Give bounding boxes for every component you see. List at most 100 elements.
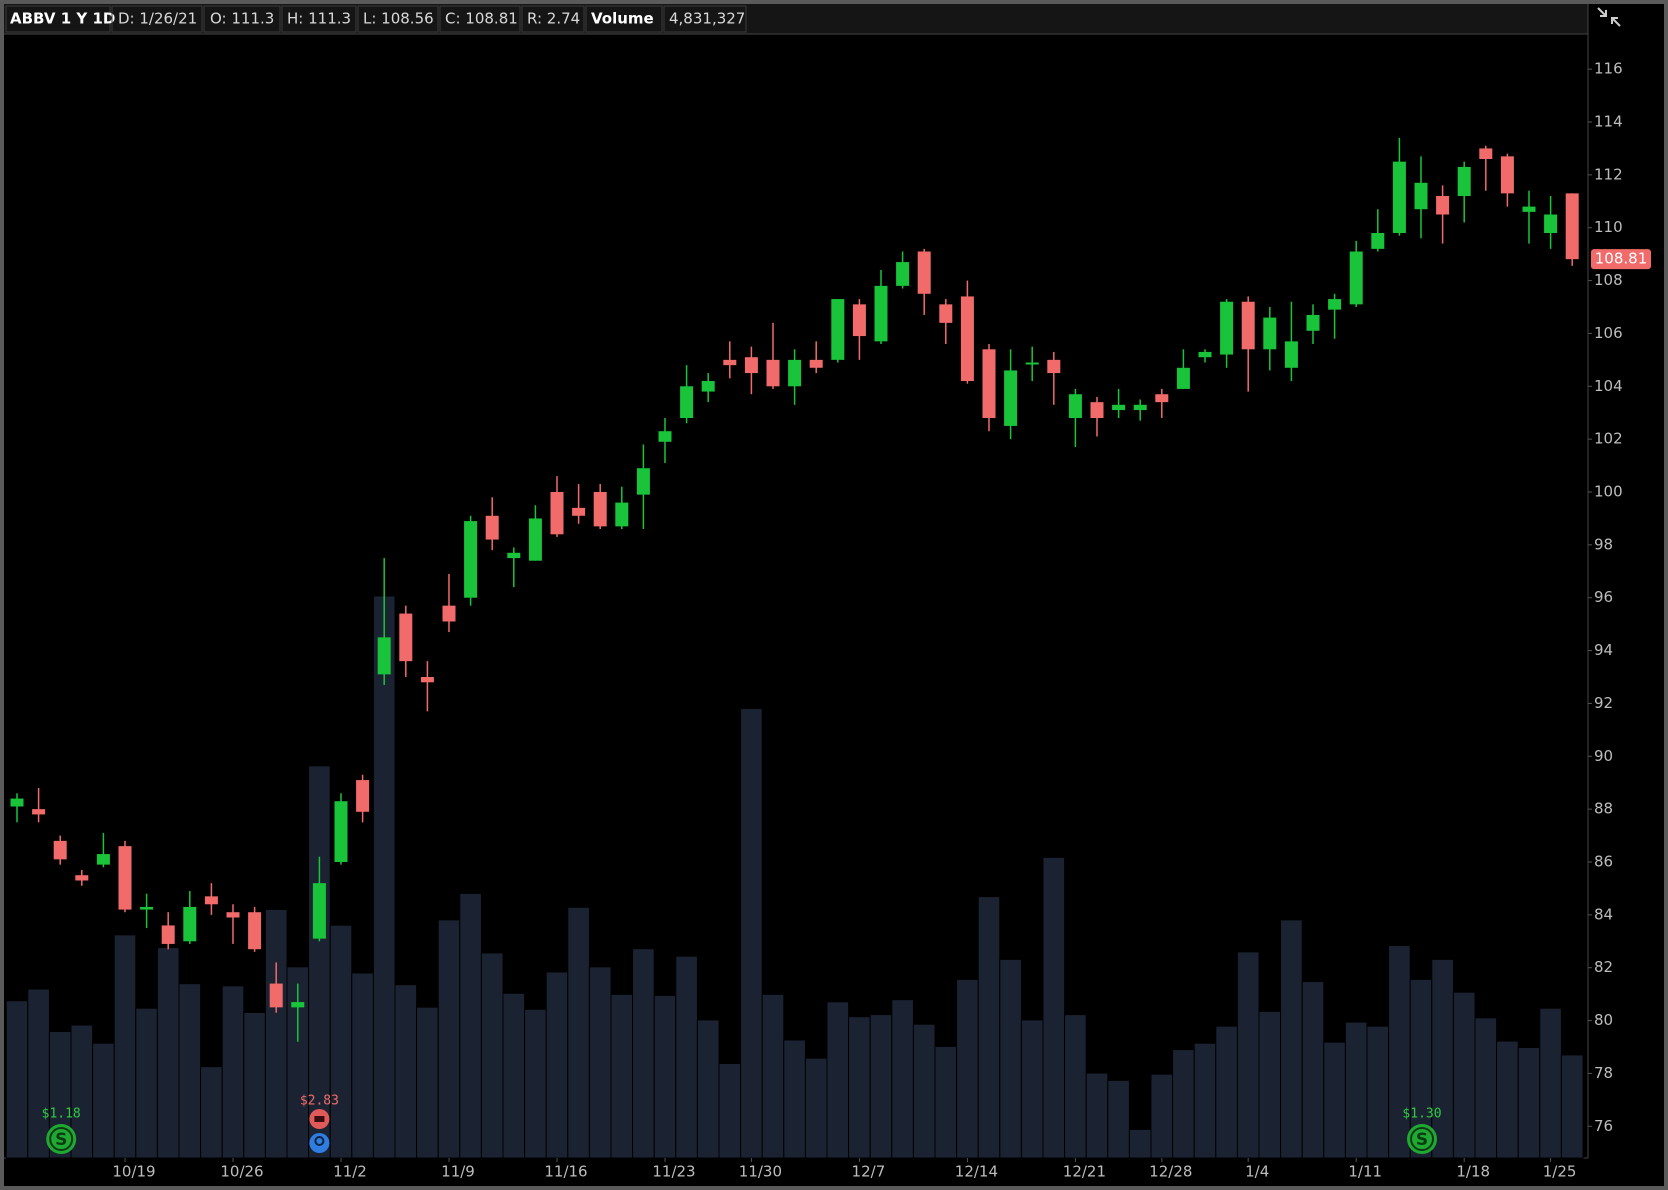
header-low: L: 108.56: [363, 10, 434, 28]
candle-body: [1565, 193, 1579, 260]
volume-bar: [956, 978, 979, 1159]
candle-body: [896, 262, 910, 286]
volume-bar: [437, 919, 461, 1159]
volume-bar: [696, 1019, 720, 1159]
volume-bar: [1042, 856, 1066, 1159]
volume-bar: [394, 984, 418, 1159]
volume-bar: [653, 994, 677, 1159]
x-tick-label: 1/25: [1543, 1163, 1577, 1181]
y-tick-label: 106: [1594, 324, 1623, 342]
volume-bar: [891, 999, 914, 1159]
x-tick-label: 11/16: [544, 1163, 587, 1181]
y-tick-label: 114: [1594, 113, 1623, 131]
candle-body: [312, 883, 326, 939]
candle-body: [744, 357, 758, 374]
candle-body: [723, 359, 737, 366]
volume-bar: [567, 906, 590, 1159]
candle-body: [766, 359, 780, 387]
y-tick-label: 90: [1594, 747, 1613, 765]
candle-body: [1198, 351, 1212, 358]
candle-body: [1392, 161, 1406, 234]
volume-bar: [1560, 1054, 1584, 1159]
volume-bar: [459, 892, 482, 1159]
y-tick-label: 82: [1594, 958, 1613, 976]
volume-bar: [826, 1001, 850, 1159]
header-close: C: 108.81: [445, 10, 518, 28]
candle-body: [982, 349, 996, 419]
x-tick-label: 10/26: [220, 1163, 263, 1181]
candle-body: [464, 521, 478, 598]
candle-body: [831, 299, 845, 360]
candle-body: [1522, 206, 1536, 212]
x-tick-label: 12/7: [852, 1163, 886, 1181]
header-open: O: 111.3: [210, 10, 274, 28]
candle-body: [1263, 317, 1277, 350]
volume-bar: [632, 948, 655, 1159]
volume-bar: [783, 1039, 806, 1159]
candle-body: [507, 552, 521, 559]
header-symbol: ABBV 1 Y 1D: [10, 10, 115, 28]
volume-bar: [1366, 1025, 1390, 1159]
y-tick-label: 116: [1594, 60, 1623, 78]
dividend-symbol: S: [1416, 1130, 1428, 1150]
last-price-label: 108.81: [1595, 250, 1648, 268]
y-tick-label: 110: [1594, 218, 1623, 236]
header-volume-value: 4,831,327: [669, 10, 745, 28]
volume-bar: [480, 952, 504, 1159]
candle-body: [528, 518, 542, 561]
x-tick-label: 1/18: [1456, 1163, 1490, 1181]
earnings-icon-glyph: [314, 1116, 325, 1122]
header-range: R: 2.74: [527, 10, 580, 28]
header-cell: [357, 5, 439, 33]
volume-bar: [675, 955, 698, 1159]
candle-body: [183, 906, 197, 942]
volume-bar: [1172, 1049, 1195, 1159]
candle-body: [550, 492, 564, 535]
volume-bar: [156, 947, 180, 1159]
candle-body: [1284, 341, 1298, 368]
volume-bar: [200, 1066, 223, 1159]
header-cell: [585, 5, 663, 33]
candle-body: [1457, 166, 1471, 197]
y-tick-label: 84: [1594, 905, 1613, 923]
x-tick-label: 1/11: [1348, 1163, 1382, 1181]
event-label: $1.30: [1402, 1107, 1441, 1122]
candle-body: [701, 381, 715, 392]
y-tick-label: 92: [1594, 694, 1613, 712]
collapse-icon[interactable]: [1597, 7, 1621, 27]
candle-body: [1112, 404, 1126, 411]
volume-bar: [502, 992, 526, 1159]
candle-body: [161, 925, 175, 944]
header-cell: [203, 5, 281, 33]
volume-bar: [113, 934, 137, 1159]
x-tick-label: 11/9: [441, 1163, 475, 1181]
candle-body: [248, 912, 262, 950]
volume-bar: [264, 908, 288, 1159]
candle-body: [269, 983, 283, 1008]
header-bar: [4, 4, 1588, 34]
volume-bar: [1474, 1017, 1498, 1159]
y-tick-label: 86: [1594, 853, 1613, 871]
volume-bar: [1496, 1040, 1519, 1159]
candle-body: [917, 251, 931, 294]
volume-bar: [1236, 951, 1260, 1159]
dividend-symbol: S: [55, 1130, 67, 1150]
candle-body: [1025, 362, 1039, 365]
volume-bar: [329, 924, 353, 1159]
volume-bar: [221, 985, 245, 1159]
volume-bar: [1020, 1019, 1044, 1159]
candle-body: [204, 896, 218, 905]
volume-bar: [524, 1008, 547, 1159]
volume-bar: [1344, 1021, 1368, 1159]
candle-body: [1500, 156, 1514, 194]
candle-body: [1133, 404, 1147, 411]
volume-bar: [1280, 919, 1303, 1159]
volume-bar: [1258, 1010, 1282, 1159]
last-price-tag: [1591, 249, 1651, 270]
candle-body: [377, 637, 391, 675]
candle-body: [1436, 196, 1450, 215]
price-layer: [10, 137, 1579, 1042]
candle-body: [960, 296, 974, 382]
